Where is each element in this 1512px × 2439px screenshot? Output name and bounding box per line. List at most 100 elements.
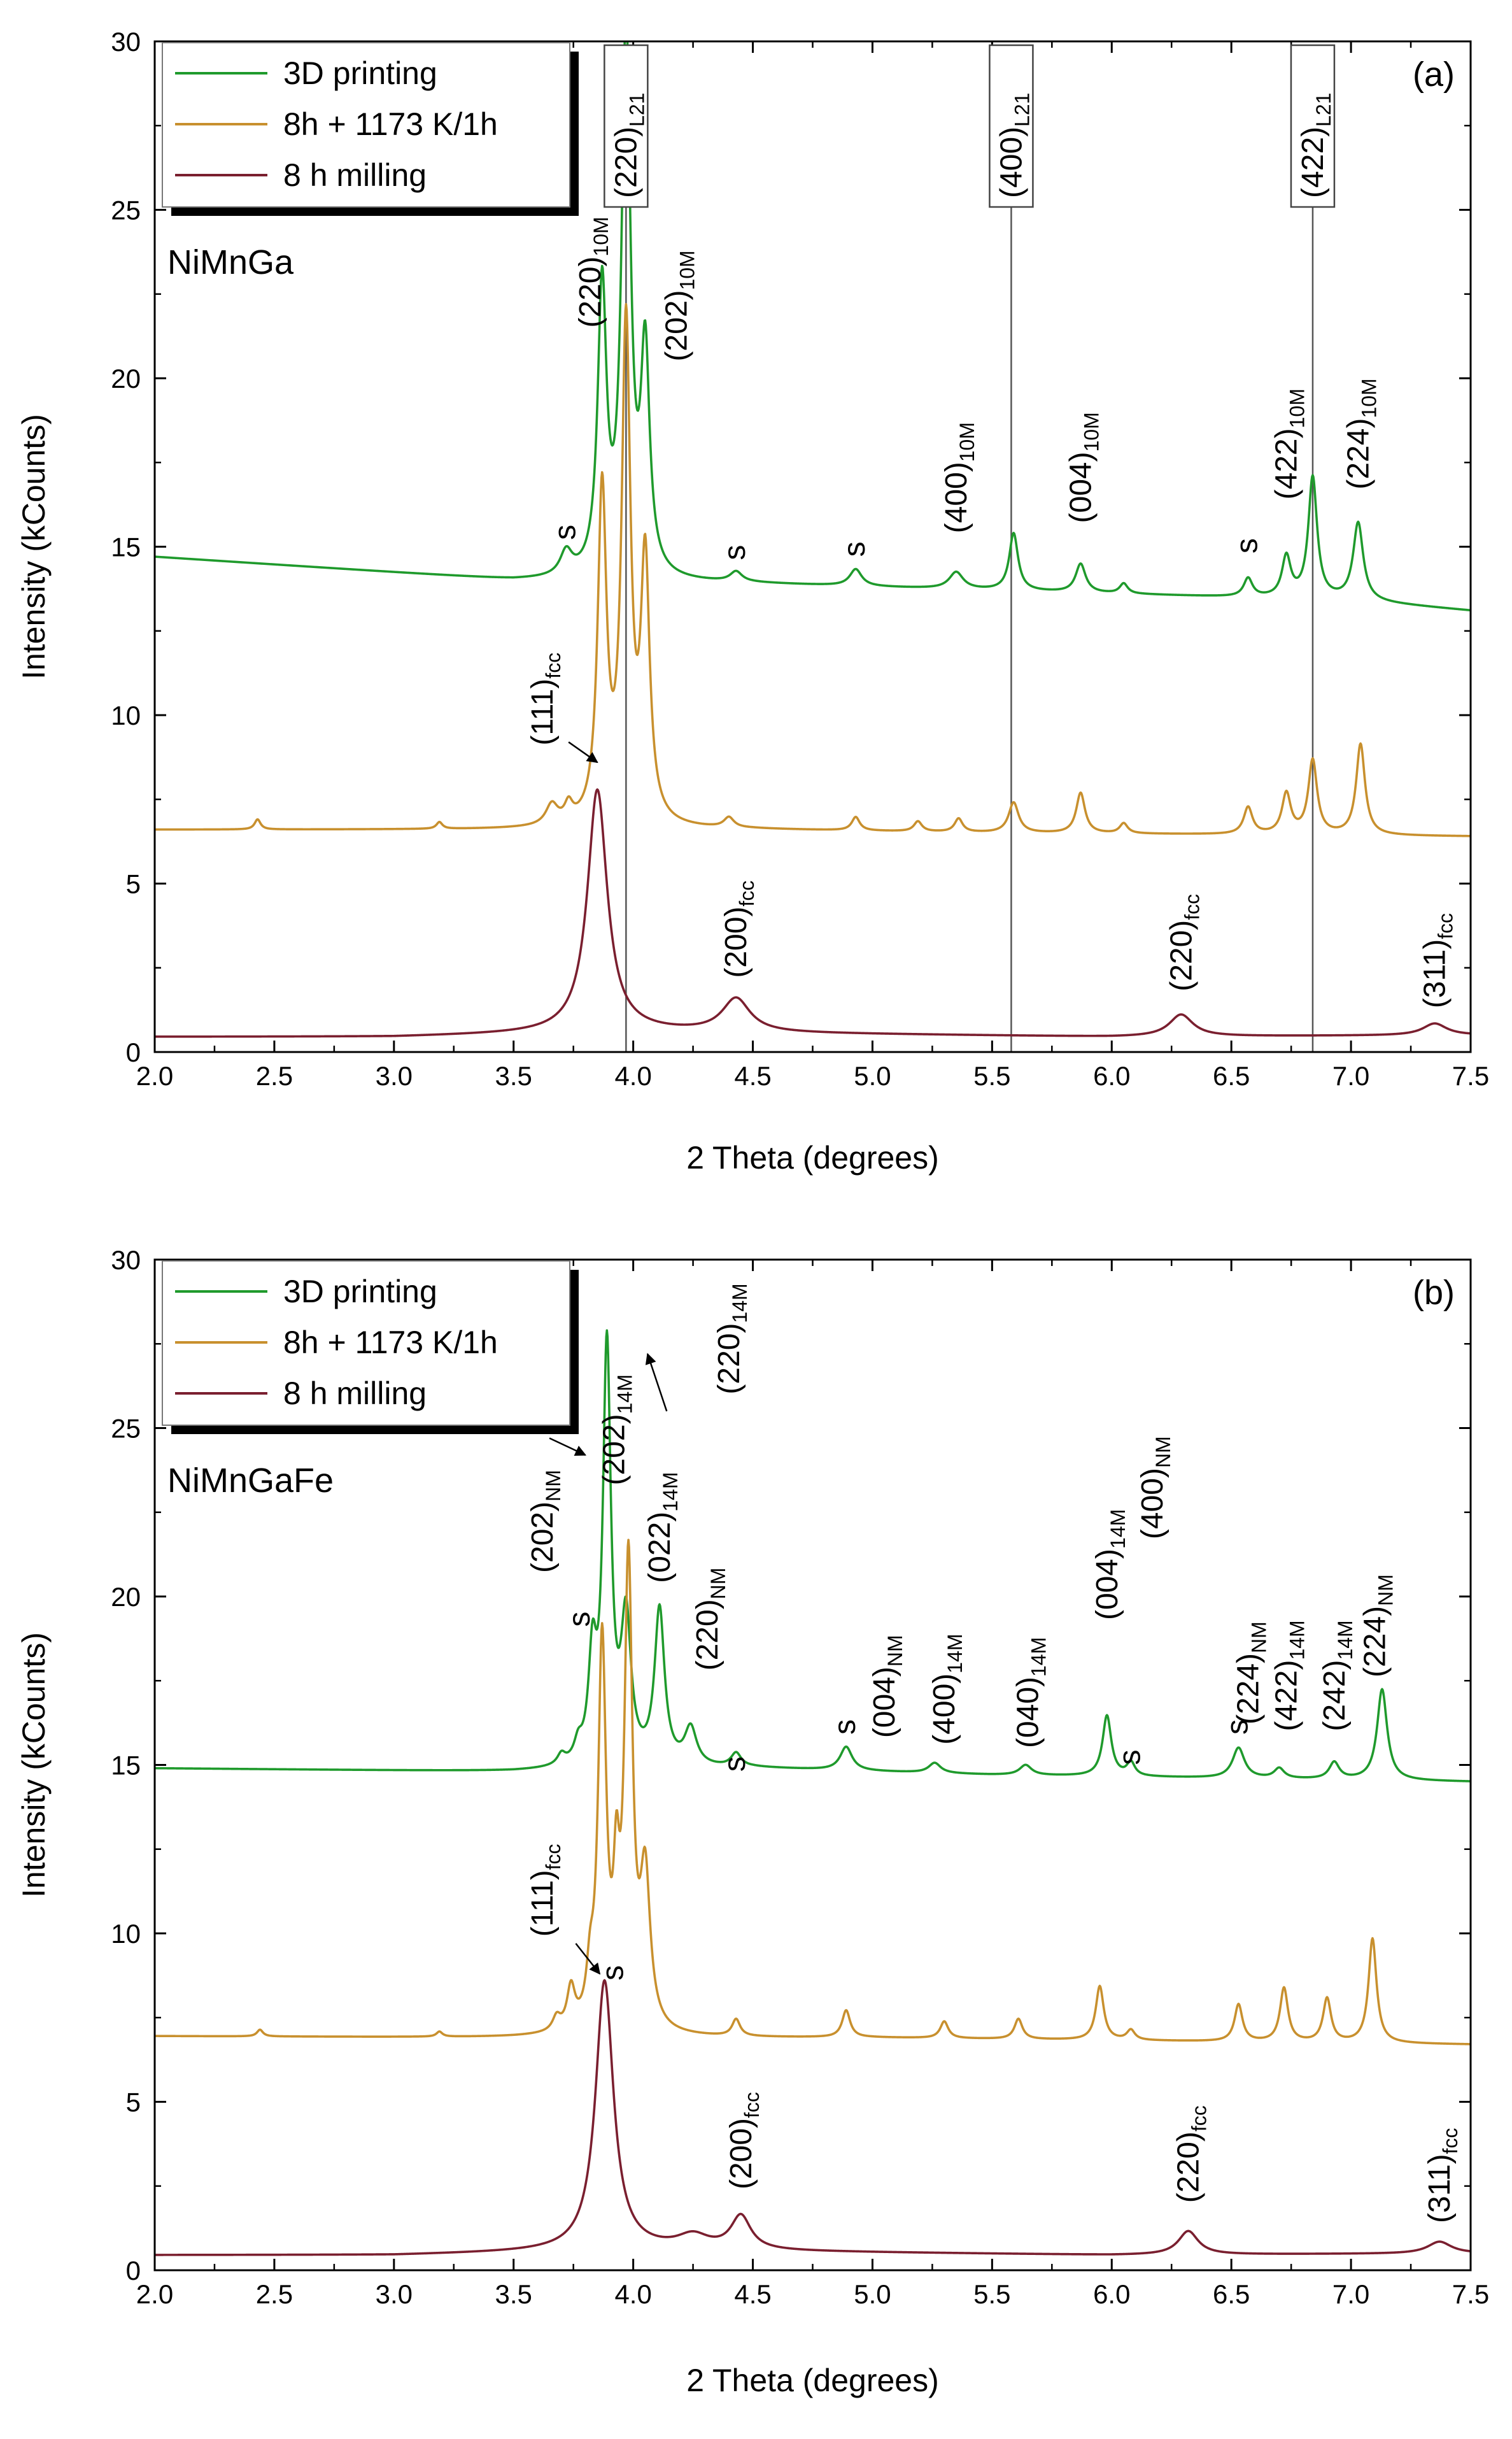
x-tick-label: 2.5 — [256, 1061, 293, 1091]
annotation-subscript: 14M — [1334, 1620, 1357, 1660]
reflection-label-220-fcc: (220)fcc — [1164, 894, 1203, 992]
reflection-label-202-NM: (202)NM — [526, 1470, 565, 1573]
legend-label-milled: 8 h milling — [283, 1376, 427, 1411]
s-mark: s — [597, 1965, 630, 1980]
annotation-subscript: 14M — [614, 1374, 637, 1414]
annotation-subscript: 14M — [1106, 1509, 1129, 1549]
annotation-main: (422) — [1296, 127, 1330, 198]
s-mark: s — [563, 1612, 597, 1627]
annotation-main: (040) — [1012, 1677, 1045, 1748]
annotation-main: (220) — [712, 1323, 746, 1395]
annotation-main: (311) — [1423, 2154, 1457, 2223]
legend-label-printing: 3D printing — [283, 1274, 437, 1309]
annotation-main: (400) — [994, 127, 1028, 198]
annotation-subscript: NM — [542, 1470, 565, 1502]
legend: 3D printing 8h + 1173 K/1h 8 h milling — [162, 42, 579, 216]
y-tick-label: 5 — [126, 2087, 141, 2117]
reflection-label-202-10M: (202)10M — [660, 250, 698, 361]
x-tick-label: 7.5 — [1452, 1061, 1489, 1091]
y-tick-label: 30 — [111, 27, 141, 57]
reflection-label-111-fcc: (111)fcc — [526, 653, 565, 746]
annotation-subscript: fcc — [740, 2092, 763, 2118]
y-tick-label: 15 — [111, 1751, 141, 1781]
reflection-label-220-14M: (220)14M — [712, 1283, 751, 1394]
annotation-main: (400) — [928, 1674, 961, 1745]
reflection-label-224-NM: (224)NM — [1231, 1621, 1270, 1724]
annotation-main: (242) — [1318, 1660, 1352, 1731]
x-axis-title: 2 Theta (degrees) — [686, 1140, 939, 1176]
y-tick-label: 20 — [111, 1582, 141, 1612]
s-mark: s — [838, 541, 872, 557]
s-mark: s — [1113, 1750, 1147, 1765]
s-mark: s — [718, 1756, 752, 1772]
reflection-label-422-10M: (422)10M — [1270, 388, 1309, 499]
annotation-main: (220) — [1164, 920, 1198, 992]
sample-label: NiMnGaFe — [167, 1461, 334, 1500]
boxed-label-text: (400)L21 — [994, 93, 1033, 198]
x-tick-label: 7.0 — [1332, 1061, 1369, 1091]
annotation-subscript: fcc — [735, 881, 758, 907]
reflection-label-422-14M: (422)14M — [1270, 1620, 1309, 1731]
annotation-subscript: 14M — [659, 1472, 682, 1512]
x-tick-label: 5.0 — [854, 1061, 891, 1091]
panel-letter: (b) — [1413, 1274, 1455, 1312]
annotation-subscript: NM — [1247, 1621, 1270, 1653]
annotation-subscript: 14M — [728, 1283, 751, 1323]
y-tick-label: 10 — [111, 700, 141, 730]
x-tick-label: 6.0 — [1093, 2279, 1130, 2309]
x-tick-label: 2.5 — [256, 2279, 293, 2309]
annotation-subscript: L21 — [625, 93, 648, 127]
reflection-label-200-fcc: (200)fcc — [719, 881, 758, 978]
x-tick-label: 6.5 — [1213, 2279, 1250, 2309]
reflection-label-242-14M: (242)14M — [1318, 1620, 1357, 1731]
s-mark: s — [1230, 538, 1264, 553]
reflection-label-224-10M: (224)10M — [1341, 378, 1380, 489]
annotation-main: (422) — [1270, 428, 1304, 499]
reflection-label-004-14M: (004)14M — [1091, 1509, 1129, 1620]
annotation-subscript: 10M — [1286, 388, 1309, 428]
legend: 3D printing 8h + 1173 K/1h 8 h milling — [162, 1260, 579, 1434]
annotation-subscript: NM — [1152, 1436, 1175, 1468]
chart-panel-b: 2.0 2.5 3.0 3.5 4.0 4.5 5.0 5.5 6.0 6.5 7.0 7.5 0 5 10… — [16, 1245, 1489, 2398]
annotation-subscript: 14M — [1028, 1637, 1050, 1677]
s-mark: s — [828, 1719, 862, 1735]
annotation-main: (400) — [1136, 1468, 1169, 1539]
annotation-main: (004) — [868, 1667, 901, 1738]
x-axis-title: 2 Theta (degrees) — [686, 2363, 939, 2398]
y-tick-label: 25 — [111, 196, 141, 225]
reflection-label-004-NM: (004)NM — [868, 1635, 907, 1738]
x-tick-label: 2.0 — [136, 1061, 173, 1091]
series-line-milled — [155, 788, 1471, 1038]
reflection-label-400-NM: (400)NM — [1136, 1436, 1175, 1539]
series-line-printing — [155, 41, 1471, 612]
series-line-annealed — [155, 302, 1471, 837]
annotation-arrow — [549, 1437, 587, 1456]
y-tick-label: 5 — [126, 869, 141, 899]
annotation-subscript: 10M — [1080, 412, 1103, 452]
boxed-label-frame — [989, 44, 1034, 208]
y-tick-label: 20 — [111, 364, 141, 394]
annotation-subscript: NM — [884, 1635, 907, 1667]
y-axis-title: Intensity (kCounts) — [16, 414, 52, 679]
series-line-annealed — [155, 1539, 1471, 2045]
boxed-label-frame — [1290, 44, 1336, 208]
reflection-label-200-fcc: (200)fcc — [724, 2092, 763, 2189]
annotation-main: (220) — [574, 257, 607, 328]
annotation-subscript: 14M — [1286, 1620, 1309, 1660]
annotation-main: (400) — [940, 462, 973, 533]
annotation-subscript: L21 — [1312, 93, 1335, 127]
annotation-main: (202) — [526, 1502, 560, 1573]
annotation-subscript: fcc — [542, 1844, 565, 1870]
x-tick-label: 4.5 — [734, 1061, 771, 1091]
annotation-arrow — [645, 1353, 668, 1412]
y-tick-label: 10 — [111, 1919, 141, 1949]
y-tick-label: 0 — [126, 1037, 141, 1067]
annotation-main: (111) — [526, 679, 560, 746]
annotation-subscript: fcc — [1180, 894, 1203, 920]
annotation-main: (004) — [1064, 452, 1098, 523]
annotation-arrow — [575, 1943, 601, 1975]
annotation-main: (200) — [719, 907, 753, 978]
x-tick-label: 5.0 — [854, 2279, 891, 2309]
sample-label: NiMnGa — [167, 243, 294, 281]
